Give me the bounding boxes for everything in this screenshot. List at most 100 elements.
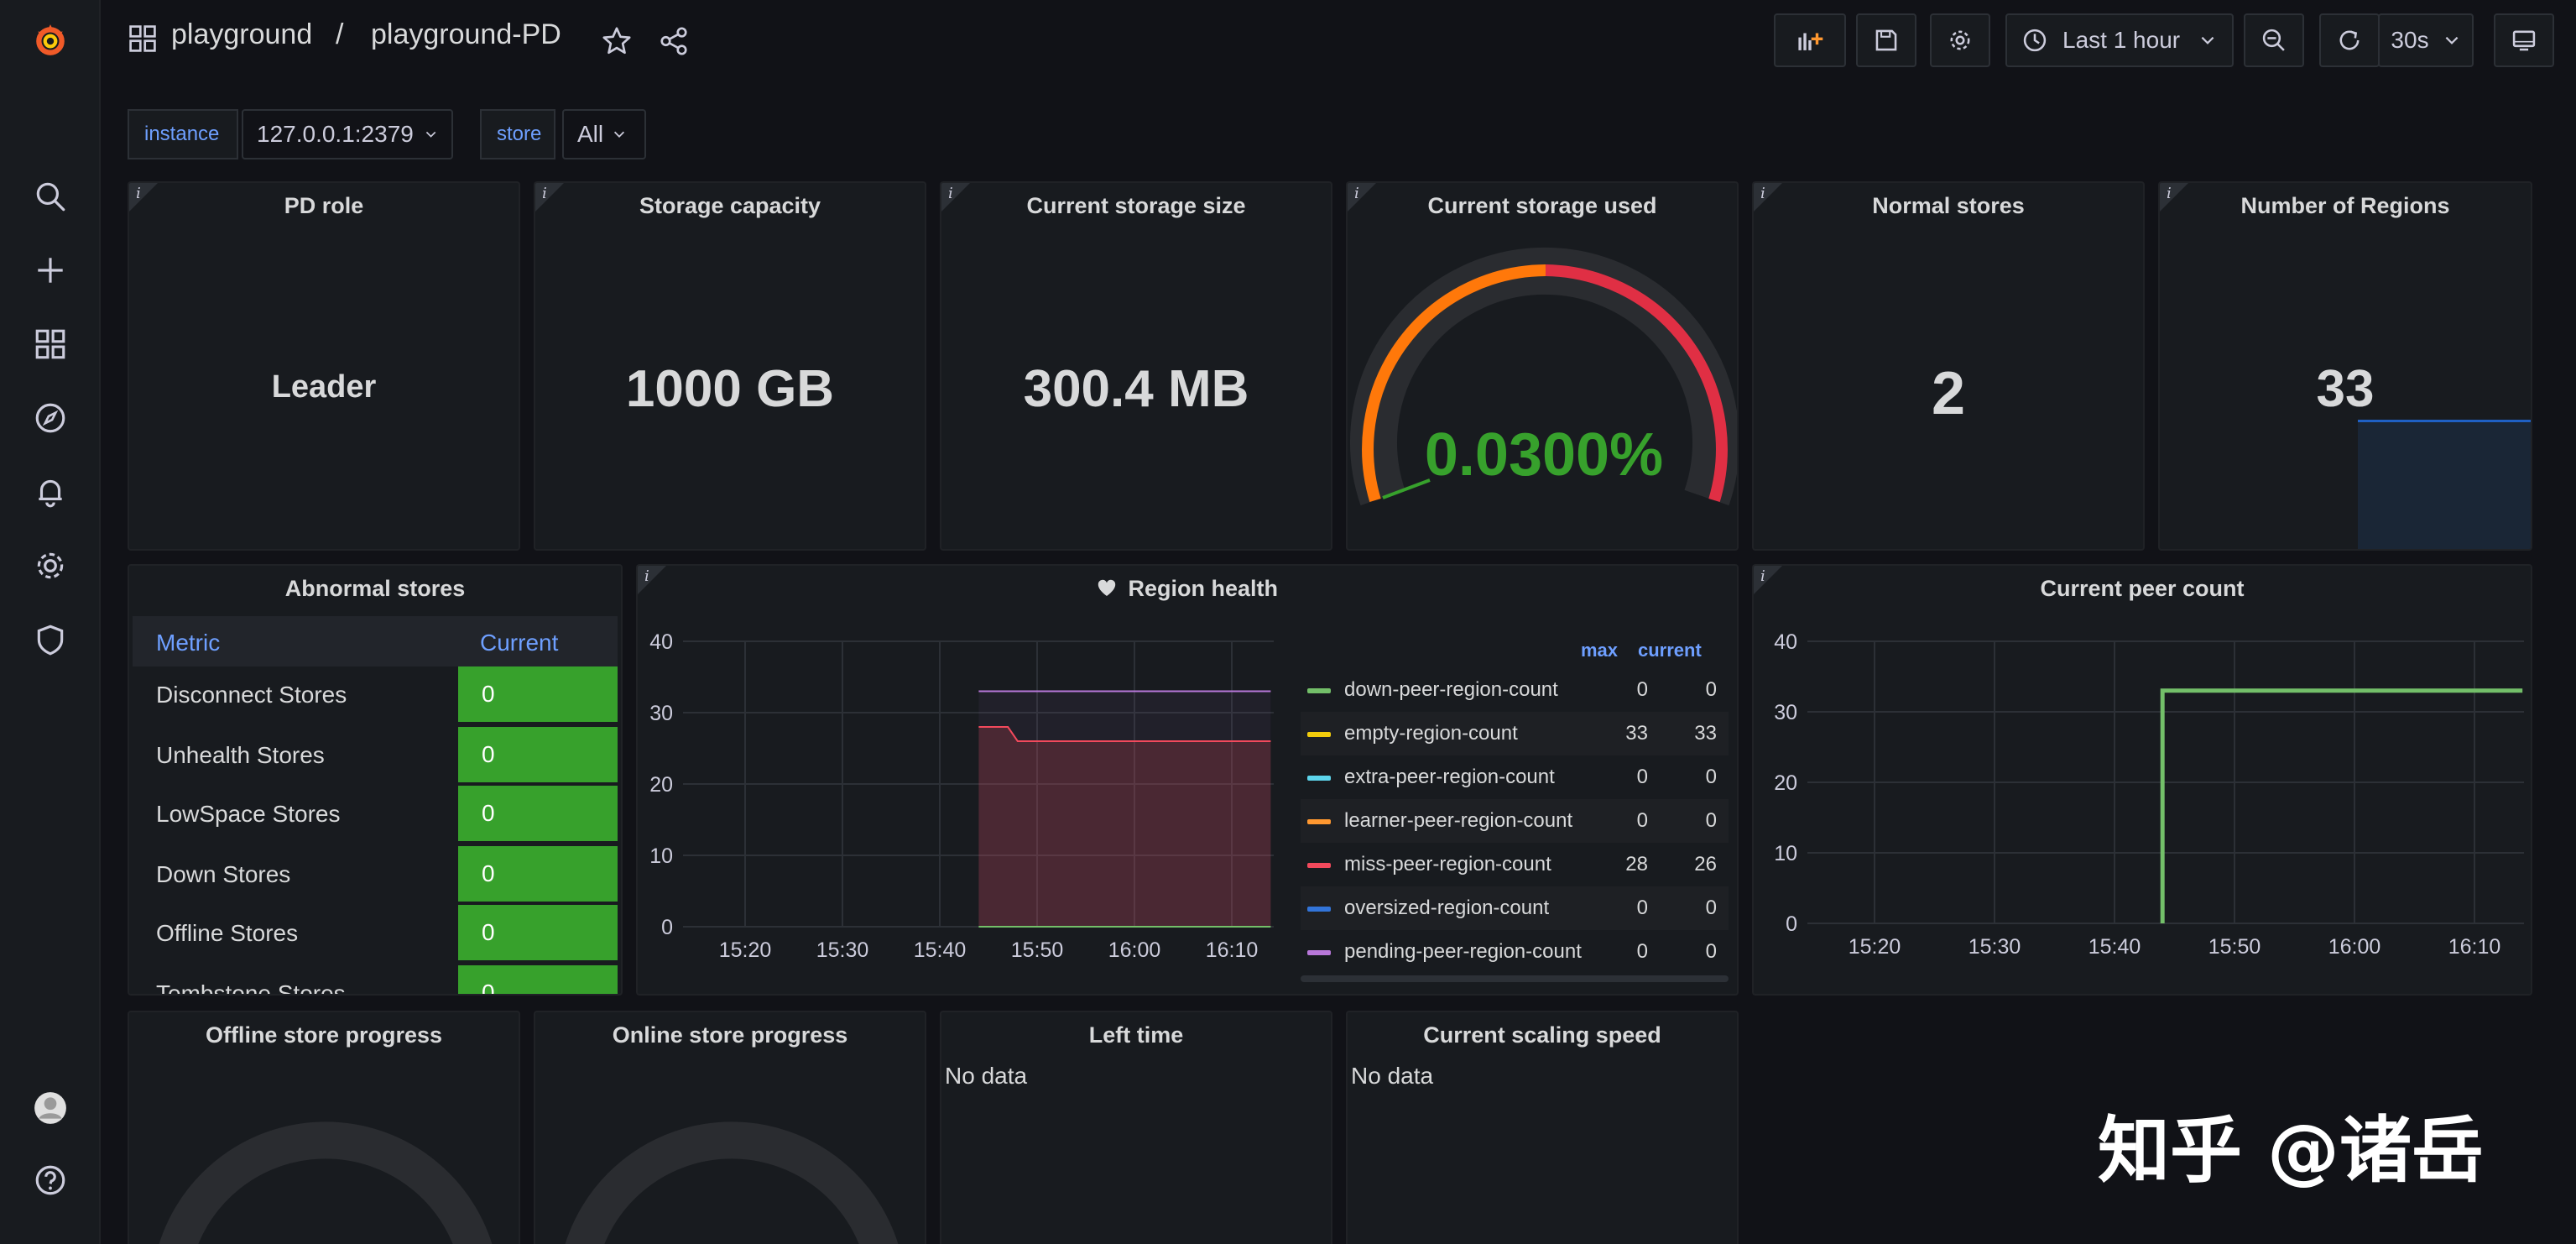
legend-name: down-peer-region-count — [1344, 678, 1558, 701]
legend-item[interactable]: learner-peer-region-count 0 0 — [1301, 799, 1729, 843]
heart-icon — [1098, 579, 1116, 596]
legend-header-max[interactable]: max — [1581, 640, 1619, 661]
panel-title[interactable]: Storage capacity — [639, 193, 821, 218]
help-question-icon[interactable] — [27, 1157, 74, 1204]
table-row: Unhealth Stores 0 — [133, 727, 618, 782]
gauge-value-arc — [1382, 478, 1431, 499]
y-tick-label: 40 — [649, 630, 673, 654]
gauge-value: 0.0300% — [1425, 421, 1663, 489]
add-panel-icon — [1798, 33, 1823, 50]
row-metric: Down Stores — [156, 861, 291, 887]
panel-info-icon[interactable]: i — [1754, 566, 1782, 594]
panel-title[interactable]: Current storage used — [1427, 193, 1657, 218]
add-panel-button[interactable] — [1774, 13, 1846, 67]
legend-current: 33 — [1694, 722, 1717, 745]
panel-title[interactable]: Abnormal stores — [284, 576, 466, 601]
grafana-logo-icon[interactable] — [27, 17, 74, 64]
monitor-icon — [2512, 30, 2536, 51]
legend-header-current[interactable]: current — [1638, 640, 1702, 661]
save-dashboard-button[interactable] — [1856, 13, 1916, 67]
panel-title[interactable]: Online store progress — [612, 1022, 848, 1048]
panel-title[interactable]: Normal stores — [1872, 193, 2025, 218]
breadcrumb-dashboard[interactable]: playground-PD — [371, 18, 561, 50]
user-avatar[interactable] — [27, 1085, 74, 1132]
panel-current-scaling-speed: Current scaling speed No data — [1346, 1011, 1739, 1244]
panel-info-icon[interactable]: i — [1754, 183, 1782, 212]
legend-max: 28 — [1625, 853, 1648, 876]
time-range-picker[interactable]: Last 1 hour — [2005, 13, 2234, 67]
panel-title[interactable]: Number of Regions — [2240, 193, 2450, 218]
panel-info-icon[interactable]: i — [941, 183, 970, 212]
legend-item[interactable]: empty-region-count 33 33 — [1301, 712, 1729, 755]
refresh-interval-picker[interactable]: 30s — [2378, 13, 2474, 67]
legend-current: 0 — [1705, 940, 1717, 963]
breadcrumb-separator: / — [336, 18, 344, 50]
x-tick-label: 15:50 — [2208, 935, 2261, 959]
top-navbar: playground / playground-PD Last 1 hour 3… — [101, 0, 2576, 84]
refresh-button[interactable] — [2319, 13, 2380, 67]
panel-title[interactable]: Offline store progress — [205, 1022, 443, 1048]
legend-name: oversized-region-count — [1344, 896, 1550, 919]
legend-item[interactable]: down-peer-region-count 0 0 — [1301, 668, 1729, 712]
panel-title[interactable]: Left time — [1088, 1022, 1184, 1048]
y-tick-label: 20 — [1774, 771, 1797, 795]
panel-normal-stores: i Normal stores 2 — [1752, 181, 2145, 551]
var-store-select[interactable]: All — [562, 109, 646, 159]
column-header-current[interactable]: Current — [480, 630, 559, 656]
panel-title[interactable]: Current storage size — [1026, 193, 1246, 218]
stat-value: 1000 GB — [625, 360, 835, 418]
x-tick-label: 16:10 — [2448, 935, 2501, 959]
panel-current-peer-count: i Current peer count 0 10 20 30 40 15:20 15:30… — [1752, 564, 2532, 996]
tv-mode-button[interactable] — [2494, 13, 2554, 67]
row-value: 0 — [458, 965, 618, 994]
offline-progress-gauge — [159, 1121, 493, 1244]
configuration-gear-icon[interactable] — [27, 542, 74, 589]
search-icon[interactable] — [27, 173, 74, 220]
panel-info-icon[interactable]: i — [1348, 183, 1376, 212]
dashboard-settings-button[interactable] — [1930, 13, 1990, 67]
create-plus-icon[interactable] — [27, 247, 74, 294]
legend-name: learner-peer-region-count — [1344, 809, 1573, 832]
column-header-metric[interactable]: Metric — [156, 630, 221, 656]
zoom-out-button[interactable] — [2244, 13, 2304, 67]
panel-info-icon[interactable]: i — [638, 566, 666, 594]
row-value: 0 — [458, 727, 618, 782]
breadcrumb-folder[interactable]: playground — [171, 18, 313, 50]
legend-item[interactable]: oversized-region-count 0 0 — [1301, 886, 1729, 930]
x-tick-label: 15:40 — [2088, 935, 2141, 959]
alerting-bell-icon[interactable] — [27, 468, 74, 515]
row-metric: LowSpace Stores — [156, 801, 341, 827]
table-row: Disconnect Stores 0 — [133, 666, 618, 722]
explore-compass-icon[interactable] — [27, 395, 74, 442]
storage-used-gauge: 0.0300% — [1350, 247, 1737, 506]
legend-name: empty-region-count — [1344, 722, 1518, 745]
share-icon[interactable] — [658, 25, 690, 57]
panel-info-icon[interactable]: i — [2160, 183, 2188, 212]
x-tick-label: 16:00 — [2328, 935, 2381, 959]
region-health-chart: 0 10 20 30 40 15:20 15:30 15:40 15:50 16:00 16:10 — [649, 630, 1274, 962]
panel-info-icon[interactable]: i — [535, 183, 564, 212]
chevron-down-icon — [2201, 36, 2214, 44]
clock-icon — [2023, 29, 2047, 52]
server-admin-shield-icon[interactable] — [27, 616, 74, 663]
panel-title[interactable]: Current peer count — [2040, 576, 2245, 601]
panel-number-of-regions: i Number of Regions 33 — [2158, 181, 2532, 551]
row-metric: Tombstone Stores — [156, 980, 346, 996]
dashboards-grid-icon[interactable] — [27, 321, 74, 368]
panel-title[interactable]: Current scaling speed — [1423, 1022, 1661, 1048]
legend-max: 0 — [1636, 678, 1648, 701]
chevron-down-icon — [614, 131, 625, 138]
series-area — [978, 727, 1271, 927]
legend-item[interactable]: miss-peer-region-count 28 26 — [1301, 843, 1729, 886]
row-value: 0 — [458, 905, 618, 960]
panel-title-wrap[interactable]: Region health — [638, 576, 1737, 602]
panel-info-icon[interactable]: i — [129, 183, 158, 212]
legend-scrollbar[interactable] — [1301, 975, 1729, 982]
star-favorite-icon[interactable] — [601, 25, 633, 57]
table-row: Tombstone Stores 0 — [133, 965, 618, 996]
legend-item[interactable]: pending-peer-region-count 0 0 — [1301, 930, 1729, 974]
legend-item[interactable]: extra-peer-region-count 0 0 — [1301, 755, 1729, 799]
var-instance-select[interactable]: 127.0.0.1:2379 — [242, 109, 453, 159]
sparkline-area — [2358, 420, 2531, 549]
panel-title[interactable]: PD role — [284, 193, 364, 218]
